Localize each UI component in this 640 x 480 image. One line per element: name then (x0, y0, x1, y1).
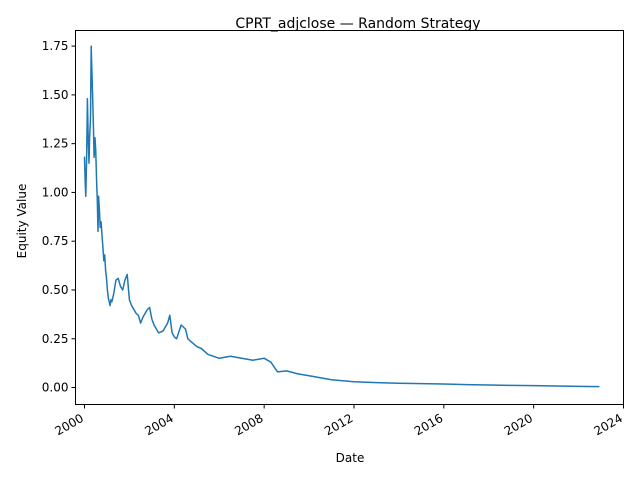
x-axis: 2000 2004 2008 2012 2016 2020 2024 (53, 404, 625, 438)
x-tick-label: 2000 (53, 411, 86, 438)
x-tick-label: 2016 (412, 411, 445, 438)
x-tick-label: 2012 (322, 411, 355, 438)
axes-frame (75, 30, 624, 405)
plot-area (75, 30, 624, 405)
y-tick-label: 1.00 (42, 185, 69, 199)
series-line (83, 45, 600, 388)
y-tick-label: 0.50 (42, 283, 69, 297)
x-axis-label: Date (336, 451, 365, 465)
y-axis-label: Equity Value (15, 184, 29, 259)
x-tick-label: 2008 (232, 411, 265, 438)
y-tick-label: 0.00 (42, 381, 69, 395)
y-tick-label: 1.50 (42, 88, 69, 102)
y-tick-label: 0.25 (42, 332, 69, 346)
y-tick-label: 1.75 (42, 39, 69, 53)
series-line-layer (83, 45, 600, 388)
x-tick-label: 2024 (592, 411, 625, 438)
y-tick-label: 1.25 (42, 137, 69, 151)
y-tick-label: 0.75 (42, 234, 69, 248)
y-axis: 0.00 0.25 0.50 0.75 1.00 1.25 1.50 1.75 (42, 39, 76, 395)
x-tick-label: 2004 (142, 411, 175, 438)
chart-title: CPRT_adjclose — Random Strategy (235, 16, 480, 32)
x-tick-label: 2020 (502, 411, 535, 438)
